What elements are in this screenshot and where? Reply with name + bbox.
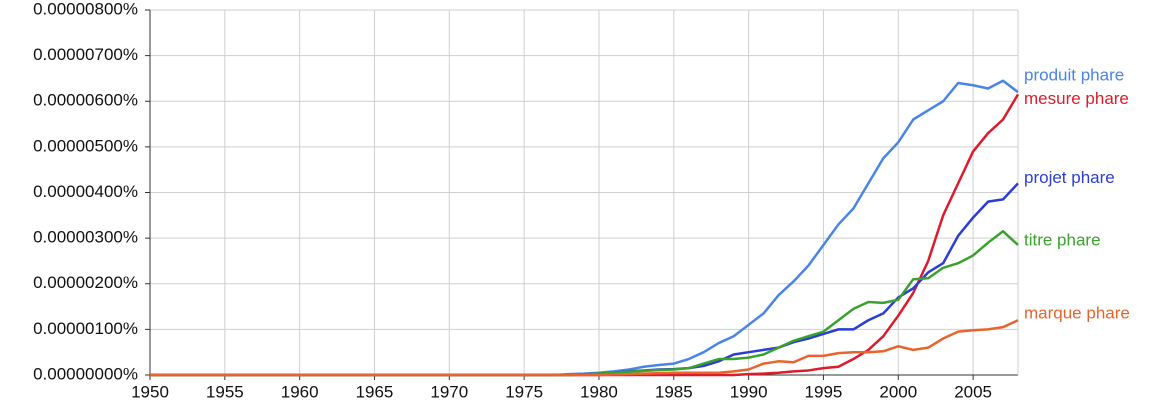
y-tick-label: 0.00000700% (33, 45, 138, 64)
series-line (150, 93, 1020, 377)
y-tick-label: 0.00000800% (33, 0, 138, 18)
x-tick-label: 2005 (954, 382, 992, 401)
x-tick-label: 1955 (206, 382, 244, 401)
legend-label: projet phare (1024, 168, 1115, 187)
x-tick-label: 1975 (505, 382, 543, 401)
x-tick-label: 1960 (281, 382, 319, 401)
x-tick-label: 2000 (879, 382, 917, 401)
series-line (150, 319, 1019, 377)
y-tick-label: 0.00000000% (33, 364, 138, 383)
y-tick-label: 0.00000600% (33, 91, 138, 110)
series-line (150, 182, 1019, 377)
x-tick-label: 1990 (730, 382, 768, 401)
y-tick-label: 0.00000300% (33, 228, 138, 247)
legend-label: titre phare (1024, 230, 1101, 249)
x-tick-label: 1950 (131, 382, 169, 401)
y-tick-label: 0.00000100% (33, 319, 138, 338)
x-tick-label: 1985 (655, 382, 693, 401)
x-tick-label: 1965 (356, 382, 394, 401)
legend-label: produit phare (1024, 66, 1124, 85)
series-line (150, 230, 1019, 377)
legend-label: mesure phare (1024, 89, 1129, 108)
x-tick-label: 1995 (805, 382, 843, 401)
x-tick-label: 1980 (580, 382, 618, 401)
legend-label: marque phare (1024, 304, 1130, 323)
y-tick-label: 0.00000200% (33, 273, 138, 292)
y-tick-label: 0.00000400% (33, 182, 138, 201)
x-tick-label: 1970 (430, 382, 468, 401)
y-tick-label: 0.00000500% (33, 136, 138, 155)
